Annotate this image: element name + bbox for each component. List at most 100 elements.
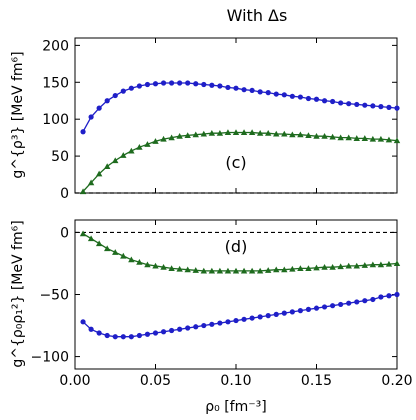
data-point	[217, 320, 223, 326]
data-point	[104, 332, 110, 339]
y-tick-label: 100	[42, 112, 69, 128]
data-point	[240, 129, 248, 136]
data-point	[305, 132, 312, 138]
data-point	[297, 131, 304, 138]
x-axis-label: ρ₀ [fm⁻³]	[205, 399, 266, 415]
data-point	[386, 293, 392, 299]
data-point	[136, 144, 143, 150]
data-point	[216, 130, 224, 136]
data-point	[297, 94, 303, 100]
data-point	[184, 266, 191, 273]
data-point	[112, 249, 119, 255]
data-point	[144, 141, 151, 147]
data-point	[79, 188, 87, 195]
data-point	[394, 105, 400, 111]
data-point	[232, 129, 240, 136]
data-point	[87, 235, 95, 242]
data-point	[144, 331, 151, 337]
data-point	[330, 303, 336, 309]
data-point	[192, 131, 199, 138]
data-point	[112, 92, 118, 99]
data-point	[385, 136, 393, 143]
data-point	[104, 163, 111, 169]
data-point	[104, 98, 110, 104]
data-point	[378, 294, 384, 300]
data-point	[136, 332, 142, 339]
data-point	[265, 313, 271, 319]
y-tick-label: −100	[31, 350, 69, 366]
data-point	[208, 267, 216, 274]
data-point	[209, 321, 215, 327]
data-point	[233, 317, 239, 324]
data-point	[136, 83, 142, 89]
data-point	[192, 267, 199, 273]
data-point	[79, 230, 87, 237]
data-point	[88, 114, 94, 120]
data-point	[305, 306, 312, 312]
data-point	[80, 319, 86, 325]
data-point	[160, 329, 167, 335]
data-point	[289, 93, 295, 99]
data-point	[128, 334, 134, 340]
data-point	[176, 265, 183, 272]
data-point	[377, 261, 385, 268]
data-point	[168, 265, 175, 271]
y-tick-label: −50	[39, 288, 69, 304]
data-point	[128, 147, 135, 154]
data-point	[249, 87, 255, 94]
data-point	[337, 263, 344, 270]
data-point	[152, 330, 159, 336]
data-point	[289, 131, 296, 138]
data-point	[184, 132, 191, 138]
y-tick-label: 200	[42, 38, 69, 54]
data-point	[354, 299, 360, 305]
series-1-line	[82, 233, 398, 272]
data-point	[313, 132, 320, 139]
data-point	[393, 260, 401, 267]
data-point	[200, 130, 207, 137]
y-tick-label: 0	[60, 225, 69, 241]
y-tick-label: 0	[60, 186, 69, 202]
data-point	[313, 264, 320, 271]
series-1-line	[82, 131, 398, 192]
data-point	[353, 262, 360, 269]
panel-c-ylabel: g^{ρ³} [MeV fm⁶]	[10, 51, 26, 178]
data-point	[193, 324, 199, 330]
data-point	[313, 305, 320, 311]
data-point	[185, 80, 191, 86]
data-point	[257, 314, 263, 320]
data-point	[345, 262, 352, 269]
data-point	[337, 134, 344, 141]
series-0-line	[82, 293, 398, 338]
panel-1-marks: 0.00 0.05 0.10 0.15 0.20 0 −50 −100	[31, 220, 413, 389]
data-point	[281, 92, 287, 98]
data-point	[201, 322, 207, 329]
data-point	[232, 267, 240, 274]
data-point	[80, 129, 86, 135]
data-point	[329, 263, 336, 270]
data-point	[185, 325, 191, 331]
x-tick-label: 0.20	[381, 373, 412, 389]
data-point	[370, 103, 376, 109]
data-point	[281, 266, 288, 273]
x-tick-label: 0.10	[220, 373, 251, 389]
data-point	[353, 135, 360, 141]
data-point	[160, 263, 167, 270]
data-point	[330, 98, 336, 105]
data-point	[297, 308, 303, 314]
chart-title: With Δs	[227, 6, 288, 25]
data-point	[378, 104, 384, 110]
panel-d-label: (d)	[225, 237, 248, 256]
data-point	[160, 135, 167, 142]
data-point	[370, 296, 376, 303]
data-point	[354, 101, 360, 108]
data-point	[281, 130, 288, 137]
data-point	[265, 130, 272, 136]
data-point	[160, 80, 167, 86]
data-point	[128, 256, 135, 263]
data-point	[193, 81, 199, 87]
panel-c-label: (c)	[225, 153, 246, 172]
data-point	[289, 309, 295, 315]
y-tick-label: 50	[51, 149, 69, 165]
data-point	[112, 334, 118, 340]
